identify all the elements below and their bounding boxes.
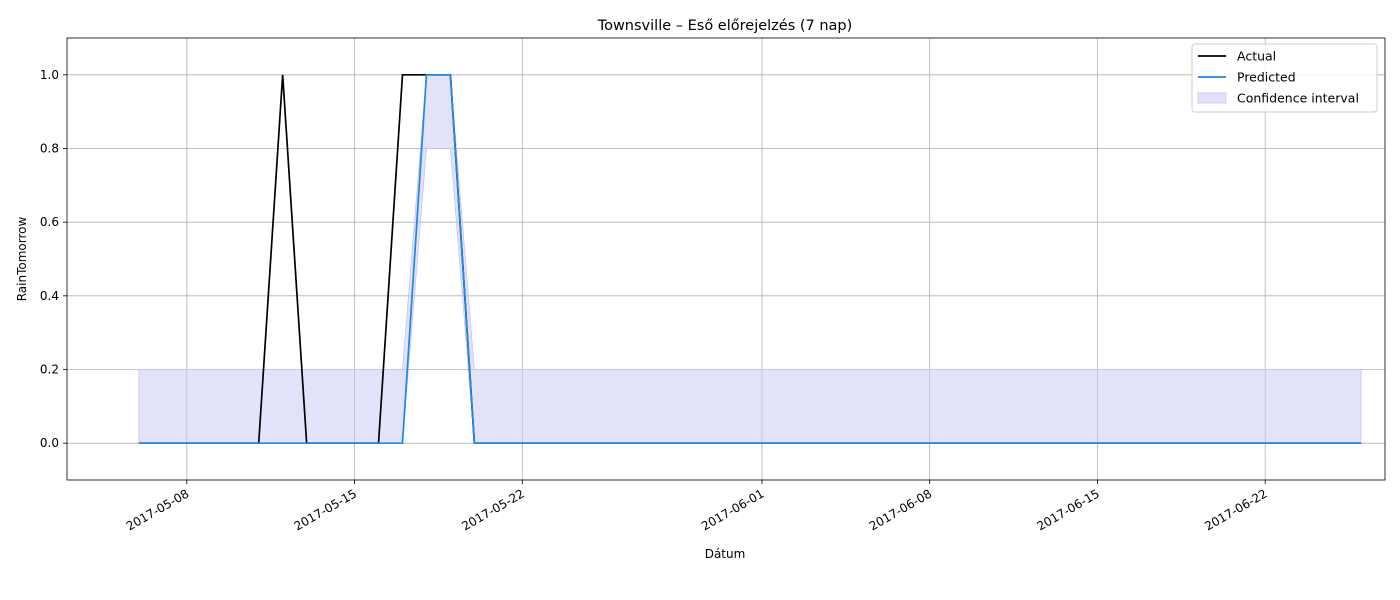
x-axis-title: Dátum — [705, 547, 746, 561]
y-axis-title: RainTomorrow — [15, 217, 29, 302]
plot-border — [66, 37, 1386, 481]
y-tick-label: 0.0 — [40, 436, 59, 450]
x-tick-label: 2017-05-08 — [124, 486, 191, 533]
x-axis: 2017-05-08 2017-05-15 2017-05-22 2017-06-01… — [124, 480, 1270, 533]
x-tick-label: 2017-05-22 — [459, 486, 526, 533]
series-layer — [138, 73, 1362, 445]
y-tick-label: 0.6 — [40, 215, 59, 229]
x-tick-label: 2017-06-15 — [1035, 486, 1102, 533]
y-tick-label: 0.2 — [40, 363, 59, 377]
legend: Actual Predicted Confidence interval — [1191, 43, 1378, 113]
y-tick-label: 0.8 — [40, 142, 59, 156]
x-tick-label: 2017-06-22 — [1202, 486, 1269, 533]
y-tick-label: 0.4 — [40, 289, 59, 303]
legend-label: Confidence interval — [1237, 91, 1359, 106]
plot-frame — [66, 37, 1386, 481]
y-tick-label: 1.0 — [40, 68, 59, 82]
x-tick-label: 2017-05-15 — [292, 486, 359, 533]
legend-label: Predicted — [1237, 70, 1296, 85]
series-line-predicted — [138, 73, 1362, 445]
y-axis: 0.0 0.2 0.4 0.6 0.8 1.0 — [40, 68, 67, 450]
legend-box — [1191, 43, 1378, 113]
x-tick-label: 2017-06-08 — [867, 486, 934, 533]
legend-swatch-confidence-interval — [1197, 92, 1227, 104]
chart-title: Townsville – Eső előrejelzés (7 nap) — [597, 18, 853, 34]
legend-label: Actual — [1237, 49, 1276, 64]
x-tick-label: 2017-06-01 — [699, 486, 766, 533]
